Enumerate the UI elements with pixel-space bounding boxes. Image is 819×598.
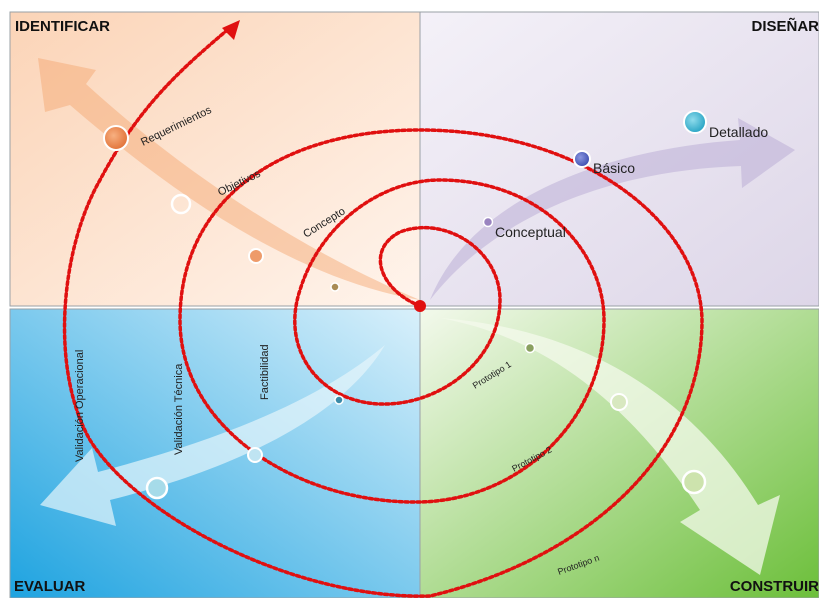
- spiral-path: [62, 24, 704, 598]
- label-basico: Básico: [593, 160, 635, 176]
- dot-prototipo-1: [524, 342, 536, 354]
- arrow-construir: [440, 318, 780, 575]
- arrow-identificar: [38, 58, 420, 300]
- dot-requerimientos: [103, 125, 129, 151]
- label-conceptual: Conceptual: [495, 224, 566, 240]
- label-validacion-operacional: Validación Operacional: [74, 350, 86, 462]
- spiral-arrowhead: [222, 20, 240, 40]
- spiral-center-dot: [414, 300, 426, 312]
- quadrant-title-construir: CONSTRUIR: [729, 578, 819, 595]
- label-validacion-tecnica: Validación Técnica: [173, 363, 185, 455]
- quadrant-title-identificar: IDENTIFICAR: [15, 18, 110, 35]
- quadrant-identificar: [9, 11, 421, 307]
- dot-validacion-operacional: [145, 476, 169, 500]
- label-factibilidad: Factibilidad: [259, 344, 271, 400]
- dot-detallado: [683, 110, 707, 134]
- quadrant-title-disenar: DISEÑAR: [751, 18, 819, 35]
- label-detallado: Detallado: [709, 124, 768, 140]
- dot-conceptual: [482, 216, 494, 228]
- dot-basico: [573, 150, 591, 168]
- dot-concepto-small: [330, 282, 340, 292]
- arrow-disenar: [430, 118, 795, 300]
- dot-factibilidad: [334, 395, 344, 405]
- dot-validacion-tecnica: [247, 447, 263, 463]
- quadrant-title-evaluar: EVALUAR: [14, 578, 86, 595]
- dot-prototipo-n: [681, 469, 707, 495]
- dot-objetivos: [170, 193, 192, 215]
- dot-concepto-large: [248, 248, 264, 264]
- dot-prototipo-2: [610, 393, 628, 411]
